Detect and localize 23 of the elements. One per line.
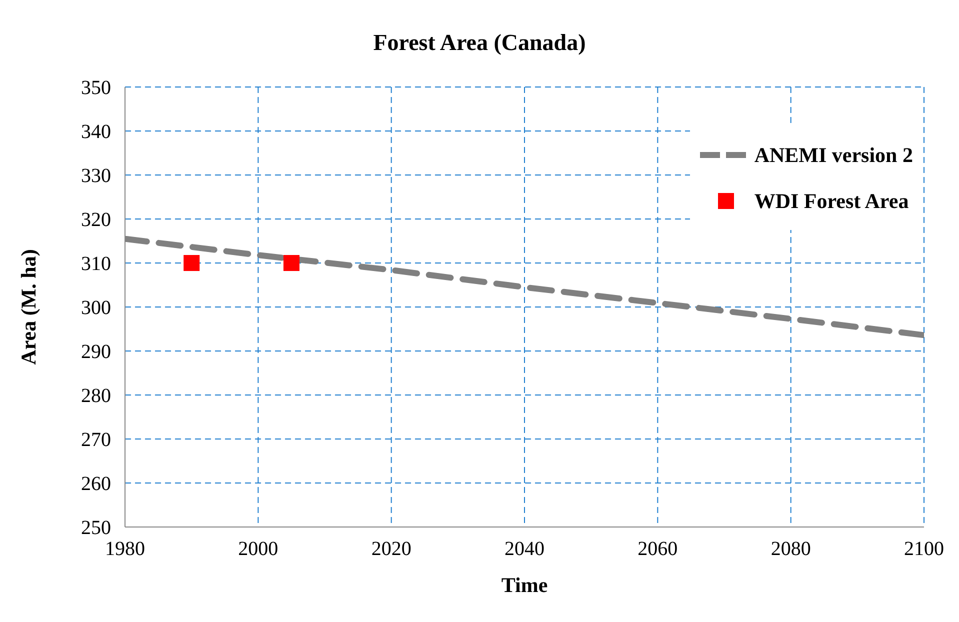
x-tick-label: 2100: [904, 538, 944, 560]
y-tick-label: 280: [81, 385, 111, 408]
x-tick-label: 2080: [770, 538, 811, 560]
y-tick-label: 350: [81, 77, 111, 100]
y-axis-title: Area (M. ha): [16, 249, 40, 365]
x-tick-label: 2060: [638, 538, 678, 560]
y-tick-label: 330: [81, 165, 111, 188]
y-tick-label: 320: [81, 209, 111, 232]
x-tick-label: 2000: [238, 538, 278, 560]
x-tick-label: 2020: [371, 538, 412, 560]
x-tick-label: 1980: [105, 538, 145, 560]
y-tick-label: 300: [81, 297, 111, 320]
legend-label: WDI Forest Area: [754, 188, 909, 214]
x-tick-label: 2040: [504, 538, 544, 560]
y-tick-label: 340: [81, 121, 111, 144]
x-axis-title: Time: [501, 572, 548, 597]
legend-label: ANEMI version 2: [754, 142, 913, 168]
y-tick-label: 310: [81, 253, 111, 276]
y-tick-label: 290: [81, 341, 111, 364]
y-tick-label: 250: [81, 517, 111, 540]
chart-title: Forest Area (Canada): [372, 30, 587, 56]
y-tick-label: 260: [81, 473, 111, 496]
y-tick-label: 270: [81, 429, 111, 452]
